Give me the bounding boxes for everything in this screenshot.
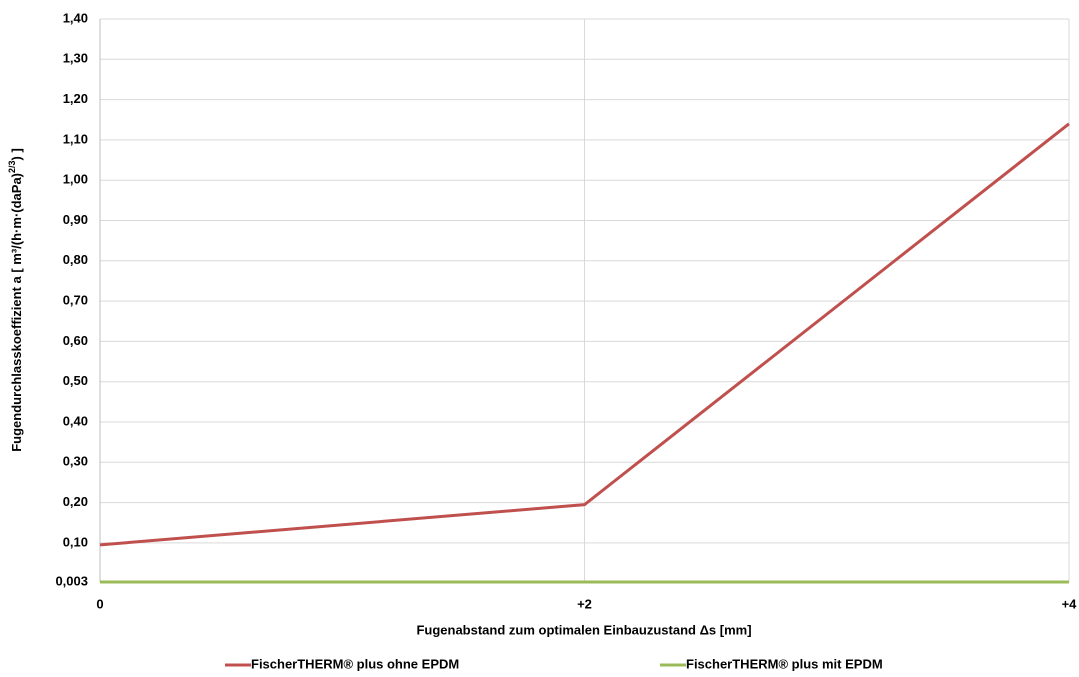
y-tick-label: 0,40 <box>63 413 88 428</box>
y-tick-label: 0,30 <box>63 454 88 469</box>
y-tick-label: 0,70 <box>63 293 88 308</box>
x-axis-title: Fugenabstand zum optimalen Einbauzustand… <box>416 622 751 637</box>
x-tick-label: +4 <box>1062 596 1078 611</box>
y-tick-label: 1,00 <box>63 172 88 187</box>
y-axis-title-sup: 2/3 <box>7 160 17 173</box>
y-axis-title: Fugendurchlasskoeffizient a [ m³/(h·m·(d… <box>7 148 24 452</box>
y-axis-title-text: Fugendurchlasskoeffizient a [ m³/(h·m·(d… <box>9 173 24 452</box>
x-tick-label: 0 <box>96 596 103 611</box>
y-tick-label: 0,20 <box>63 494 88 509</box>
y-tick-label: 0,60 <box>63 333 88 348</box>
y-tick-label: 1,30 <box>63 51 88 66</box>
legend-label: FischerTHERM® plus mit EPDM <box>686 656 883 671</box>
y-tick-label: 0,80 <box>63 252 88 267</box>
y-axis-title-end: ) ] <box>9 148 24 160</box>
y-tick-label: 1,20 <box>63 91 88 106</box>
series-line <box>99 122 1070 547</box>
y-tick-label: 1,10 <box>63 131 88 146</box>
y-tick-label: 0,50 <box>63 373 88 388</box>
y-tick-label: 0,003 <box>55 573 88 588</box>
y-tick-label: 1,40 <box>63 10 88 25</box>
y-tick-label: 0,10 <box>63 534 88 549</box>
x-tick-label: +2 <box>577 596 592 611</box>
legend-label: FischerTHERM® plus ohne EPDM <box>251 656 459 671</box>
y-tick-label: 0,90 <box>63 212 88 227</box>
